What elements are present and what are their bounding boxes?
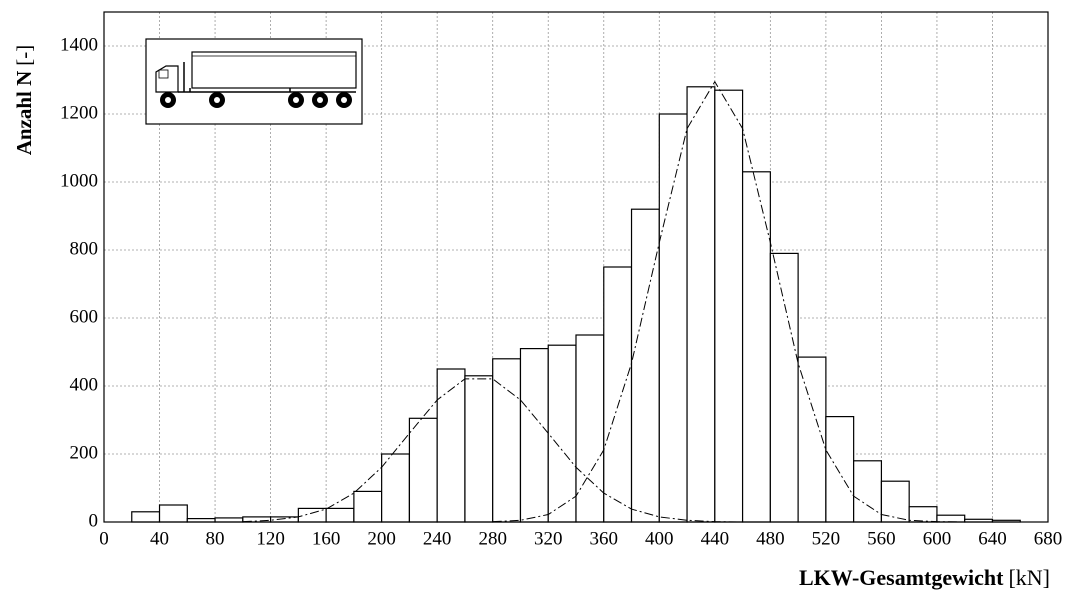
x-axis-label: LKW-Gesamtgewicht [kN] <box>799 565 1050 590</box>
bar <box>908 506 938 523</box>
y-tick-label: 1400 <box>60 34 98 55</box>
bar <box>325 507 355 523</box>
bar <box>853 460 883 523</box>
x-tick-label: 160 <box>312 528 341 549</box>
bar <box>603 266 633 523</box>
x-tick-label: 120 <box>256 528 285 549</box>
bar <box>492 358 522 523</box>
bar <box>825 416 855 523</box>
y-tick-label: 1000 <box>60 170 98 191</box>
x-tick-label: 440 <box>701 528 730 549</box>
x-label-name: LKW-Gesamtgewicht <box>799 565 1004 590</box>
x-tick-label: 360 <box>590 528 619 549</box>
bar <box>658 113 688 523</box>
y-label-unit: [-] <box>12 45 36 66</box>
x-tick-label: 240 <box>423 528 452 549</box>
x-label-unit: [kN] <box>1008 565 1050 590</box>
y-tick-label: 1200 <box>60 102 98 123</box>
bar <box>408 417 438 523</box>
ticks: 0 200 400 600 800 1000 1200 1400 0 40 80 120 160 200 2… <box>60 34 1062 549</box>
bar <box>519 348 549 523</box>
bar <box>797 356 827 523</box>
bar <box>158 504 188 523</box>
bar <box>547 344 577 523</box>
x-tick-label: 320 <box>534 528 563 549</box>
bar <box>131 511 161 523</box>
x-tick-label: 600 <box>923 528 952 549</box>
bar <box>381 453 411 523</box>
x-tick-label: 0 <box>99 528 109 549</box>
x-tick-label: 640 <box>978 528 1007 549</box>
x-tick-label: 280 <box>478 528 507 549</box>
x-tick-label: 480 <box>756 528 785 549</box>
x-tick-label: 80 <box>206 528 225 549</box>
plot-frame <box>103 11 1049 523</box>
bar <box>769 252 799 523</box>
x-tick-label: 520 <box>812 528 841 549</box>
y-tick-label: 800 <box>70 238 99 259</box>
bar <box>353 490 383 523</box>
truck-inset <box>145 38 363 125</box>
bar <box>936 514 966 523</box>
y-tick-label: 0 <box>89 510 99 531</box>
x-tick-label: 40 <box>150 528 169 549</box>
x-tick-label: 400 <box>645 528 674 549</box>
x-tick-label: 200 <box>367 528 396 549</box>
x-tick-label: 560 <box>867 528 896 549</box>
bar <box>214 517 244 523</box>
fit-curve <box>492 80 965 523</box>
bar <box>436 368 466 523</box>
y-tick-label: 200 <box>70 442 99 463</box>
bar <box>686 86 716 523</box>
y-label-name: Anzahl N <box>12 71 36 156</box>
bar <box>630 208 660 523</box>
y-tick-label: 400 <box>70 374 99 395</box>
x-tick-label: 680 <box>1034 528 1063 549</box>
y-axis-label: Anzahl N [-] <box>12 45 36 156</box>
bar <box>714 89 744 523</box>
bar <box>464 375 494 523</box>
curves <box>242 80 965 523</box>
bars <box>131 86 1021 523</box>
bar <box>575 334 605 523</box>
y-tick-label: 600 <box>70 306 99 327</box>
